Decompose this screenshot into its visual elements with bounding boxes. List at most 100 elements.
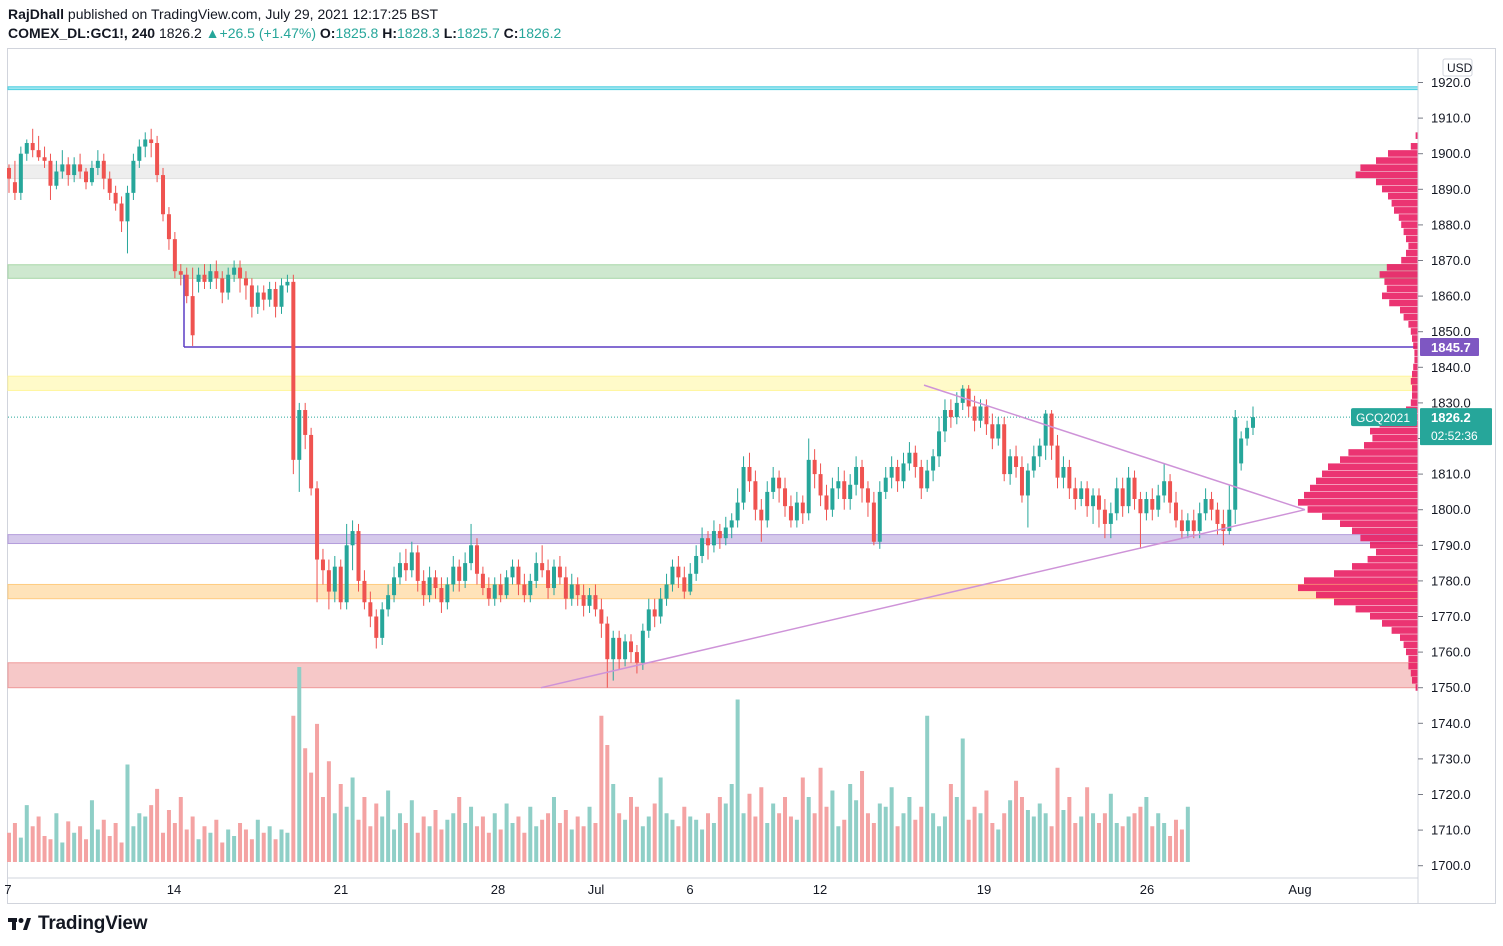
candle-body bbox=[291, 281, 296, 460]
candle-body bbox=[1227, 509, 1232, 532]
volume-bar bbox=[1138, 806, 1143, 862]
candle-body bbox=[101, 160, 106, 179]
volume-profile-bar bbox=[1394, 207, 1418, 214]
y-tick-label: 1920.0 bbox=[1431, 75, 1471, 90]
candle-body bbox=[220, 278, 225, 293]
candle-body bbox=[682, 577, 687, 592]
volume-bar bbox=[883, 806, 888, 862]
candle-body bbox=[60, 164, 65, 172]
volume-bar bbox=[812, 813, 817, 862]
candle-body bbox=[214, 271, 219, 279]
volume-bar bbox=[919, 806, 924, 862]
volume-profile-bar bbox=[1391, 199, 1418, 207]
y-tick-label: 1800.0 bbox=[1431, 502, 1471, 517]
candle-body bbox=[617, 637, 622, 660]
volume-bar bbox=[184, 829, 189, 862]
volume-profile-bar bbox=[1408, 242, 1418, 250]
triangle-lower-line bbox=[540, 508, 1306, 689]
volume-profile-bar bbox=[1410, 377, 1418, 385]
volume-bar bbox=[362, 797, 367, 862]
volume-profile-bar bbox=[1360, 164, 1418, 171]
y-tick-label: 1780.0 bbox=[1431, 573, 1471, 588]
candle-body bbox=[729, 520, 734, 528]
candle-body bbox=[279, 285, 284, 307]
volume-bar bbox=[1162, 823, 1167, 862]
candle-body bbox=[285, 281, 290, 286]
volume-bar bbox=[925, 715, 930, 862]
volume-bar bbox=[119, 842, 124, 862]
volume-bar bbox=[794, 819, 799, 862]
author-name[interactable]: RajDhall bbox=[8, 6, 65, 22]
open-value: 1825.8 bbox=[335, 25, 379, 41]
candle-body bbox=[1008, 456, 1013, 475]
volume-profile-bar bbox=[1403, 313, 1418, 321]
volume-bar bbox=[682, 806, 687, 862]
volume-bar bbox=[137, 813, 142, 862]
volume-bar bbox=[445, 819, 450, 862]
volume-bar bbox=[1049, 826, 1054, 862]
volume-bar bbox=[1002, 813, 1007, 862]
y-tick-label: 1700.0 bbox=[1431, 858, 1471, 873]
volume-bar bbox=[1120, 826, 1125, 862]
volume-profile-bar bbox=[1355, 171, 1418, 179]
volume-profile-bar bbox=[1413, 342, 1418, 349]
candle-body bbox=[143, 139, 148, 147]
candle-body bbox=[759, 509, 764, 521]
volume-bar bbox=[735, 699, 740, 862]
candle-body bbox=[178, 271, 183, 275]
orange-zone bbox=[7, 583, 1419, 600]
volume-bar bbox=[238, 823, 243, 862]
volume-bar bbox=[1091, 813, 1096, 862]
y-tick-label: 1810.0 bbox=[1431, 467, 1471, 482]
volume-profile-bar bbox=[1410, 669, 1418, 677]
volume-bar bbox=[480, 816, 485, 862]
candle-body bbox=[1067, 466, 1072, 489]
volume-bar bbox=[753, 816, 758, 862]
volume-bar bbox=[451, 813, 456, 862]
candle-body bbox=[326, 570, 331, 592]
candle-body bbox=[1096, 495, 1101, 510]
x-tick-label: 19 bbox=[977, 882, 991, 897]
volume-bar bbox=[1079, 816, 1084, 862]
tradingview-brand[interactable]: TradingView bbox=[38, 913, 148, 934]
volume-bar bbox=[190, 816, 195, 862]
volume-bar bbox=[629, 797, 633, 862]
volume-bar bbox=[836, 826, 841, 862]
volume-profile-bar bbox=[1410, 328, 1418, 335]
candle-body bbox=[439, 588, 444, 603]
volume-bar bbox=[759, 787, 764, 862]
volume-profile-bar bbox=[1400, 306, 1418, 314]
candle-body bbox=[800, 502, 805, 514]
candle-body bbox=[1162, 481, 1167, 496]
y-tick-label: 1710.0 bbox=[1431, 823, 1471, 838]
candle-body bbox=[457, 566, 462, 581]
candle-body bbox=[226, 274, 231, 293]
volume-bar bbox=[954, 797, 959, 862]
candle-body bbox=[640, 630, 645, 663]
x-tick-label: 26 bbox=[1140, 882, 1154, 897]
volume-profile-bar bbox=[1352, 527, 1418, 535]
y-tick-label: 1900.0 bbox=[1431, 146, 1471, 161]
volume-bar bbox=[220, 842, 225, 862]
x-tick-label: 14 bbox=[167, 882, 181, 897]
volume-bar bbox=[848, 784, 853, 862]
candle-body bbox=[433, 577, 438, 589]
volume-profile-bar bbox=[1412, 385, 1418, 392]
candle-body bbox=[1037, 445, 1042, 457]
volume-profile-bar bbox=[1364, 442, 1418, 449]
candle-body bbox=[919, 466, 924, 489]
volume-bar bbox=[243, 829, 248, 862]
volume-profile-bar bbox=[1388, 150, 1418, 157]
candle-body bbox=[380, 609, 385, 638]
volume-profile-bar bbox=[1406, 249, 1418, 257]
candle-body bbox=[12, 182, 17, 193]
candle-body bbox=[30, 143, 35, 151]
volume-bar bbox=[368, 826, 373, 862]
candle-body bbox=[409, 552, 414, 571]
symbol-name[interactable]: COMEX_DL:GC1!, 240 bbox=[8, 25, 156, 41]
candle-body bbox=[711, 531, 716, 546]
candle-body bbox=[1144, 499, 1149, 514]
volume-bar bbox=[457, 797, 462, 862]
volume-bar bbox=[1150, 826, 1155, 862]
